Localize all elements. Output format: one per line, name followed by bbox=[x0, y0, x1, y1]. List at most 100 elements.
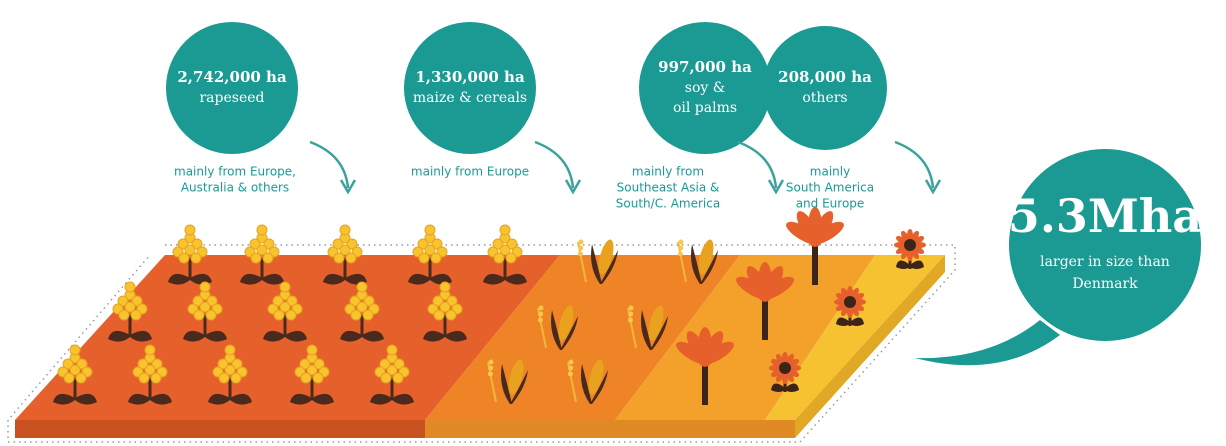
blossom bbox=[312, 372, 324, 384]
leaf bbox=[501, 364, 512, 404]
blossom bbox=[250, 252, 262, 264]
blossom bbox=[138, 372, 150, 384]
rapeseed-icon bbox=[183, 281, 227, 342]
blossom bbox=[493, 252, 505, 264]
total-bubble: 5.3Mha larger in size than Denmark bbox=[915, 149, 1202, 366]
origin-label: South America bbox=[786, 181, 874, 195]
stem bbox=[203, 315, 207, 337]
blossom bbox=[299, 358, 311, 370]
blossom bbox=[117, 295, 129, 307]
grain bbox=[487, 371, 493, 377]
cob bbox=[508, 359, 524, 395]
maize-icon bbox=[567, 359, 608, 404]
grain bbox=[678, 239, 684, 245]
petal bbox=[776, 371, 784, 383]
blossom bbox=[362, 309, 374, 321]
blossom bbox=[286, 295, 298, 307]
center bbox=[844, 296, 856, 308]
grain bbox=[488, 365, 494, 371]
blossom bbox=[417, 238, 429, 250]
stem bbox=[360, 315, 364, 337]
grain bbox=[578, 239, 584, 245]
blossom bbox=[256, 224, 268, 236]
blossom bbox=[75, 372, 87, 384]
petal bbox=[851, 287, 859, 299]
icons bbox=[53, 207, 926, 405]
rapeseed-icon bbox=[423, 281, 467, 342]
rapeseed-icon bbox=[483, 224, 527, 285]
palm-icon bbox=[676, 327, 734, 405]
blossom bbox=[339, 224, 351, 236]
stem bbox=[188, 258, 192, 280]
blossom bbox=[144, 344, 156, 356]
bubbles: 2,742,000 ha rapeseed mainly from Europe, A… bbox=[166, 22, 942, 211]
grain bbox=[538, 305, 544, 311]
blossom bbox=[505, 252, 517, 264]
cob bbox=[558, 305, 574, 341]
petal bbox=[835, 303, 847, 311]
petal bbox=[788, 369, 800, 377]
frond bbox=[808, 221, 844, 246]
arrow-head bbox=[767, 179, 785, 195]
blossom bbox=[150, 372, 162, 384]
blossom bbox=[124, 281, 136, 293]
blossom bbox=[230, 372, 242, 384]
grain bbox=[568, 359, 574, 365]
blossom bbox=[272, 295, 284, 307]
leaf bbox=[691, 244, 702, 284]
cob bbox=[648, 305, 664, 341]
petal bbox=[835, 293, 847, 301]
trunk bbox=[702, 360, 708, 405]
blossom bbox=[205, 309, 217, 321]
grain bbox=[678, 245, 684, 251]
center bbox=[904, 239, 916, 251]
stem bbox=[428, 258, 432, 280]
blossom bbox=[363, 295, 375, 307]
blossom bbox=[349, 295, 361, 307]
blossom bbox=[151, 358, 163, 370]
origin-label: mainly bbox=[810, 165, 850, 179]
blossom bbox=[273, 309, 285, 321]
blossom bbox=[62, 358, 74, 370]
blossom bbox=[306, 344, 318, 356]
blossom bbox=[249, 238, 261, 250]
arrow bbox=[737, 140, 778, 189]
maize-icon bbox=[537, 305, 578, 350]
frond bbox=[758, 276, 794, 301]
leaf bbox=[581, 364, 592, 404]
field-others bbox=[765, 255, 945, 420]
petal bbox=[911, 230, 919, 242]
petal bbox=[913, 246, 925, 254]
frond bbox=[698, 341, 734, 366]
field-front-right bbox=[425, 420, 795, 438]
blossom bbox=[431, 238, 443, 250]
grain bbox=[628, 305, 634, 311]
sunflower-icon bbox=[834, 286, 866, 326]
origin-label: mainly from Europe, bbox=[174, 165, 296, 179]
origin-label: Australia & others bbox=[181, 181, 289, 195]
rapeseed-icon bbox=[290, 344, 334, 405]
bubble-crop: maize & cereals bbox=[413, 90, 527, 106]
bubble-amount: 2,742,000 ha bbox=[177, 68, 287, 86]
grain bbox=[578, 245, 584, 251]
blossom bbox=[131, 295, 143, 307]
blossom bbox=[346, 238, 358, 250]
rapeseed-icon bbox=[408, 224, 452, 285]
blossom bbox=[356, 281, 368, 293]
blossom bbox=[339, 244, 351, 256]
blossom bbox=[199, 281, 211, 293]
stem bbox=[148, 378, 152, 400]
blossom bbox=[499, 224, 511, 236]
blossom bbox=[279, 301, 291, 313]
blossom bbox=[231, 358, 243, 370]
stem bbox=[128, 315, 132, 337]
bubble-crop: rapeseed bbox=[199, 90, 264, 106]
blossom bbox=[499, 244, 511, 256]
stem bbox=[310, 378, 314, 400]
stem bbox=[390, 378, 394, 400]
blossom bbox=[424, 224, 436, 236]
petal bbox=[895, 236, 907, 244]
maize-icon bbox=[487, 359, 528, 404]
petal bbox=[788, 359, 800, 367]
blossom bbox=[190, 252, 202, 264]
